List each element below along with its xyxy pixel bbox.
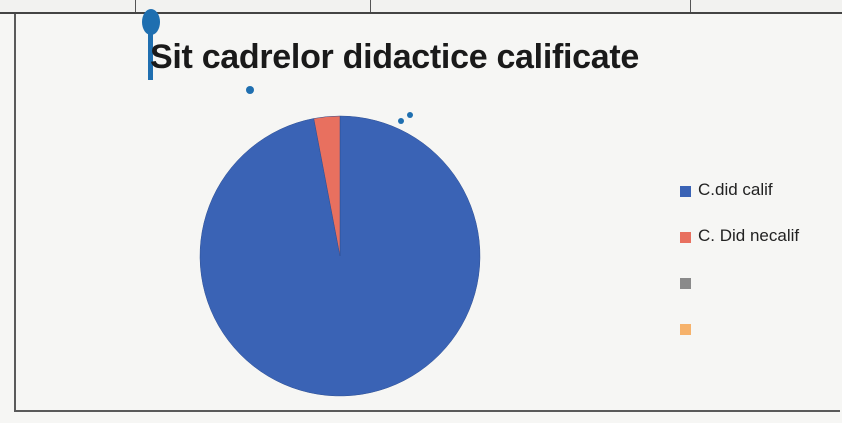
legend-swatch bbox=[680, 278, 691, 289]
chart-title: Sit cadrelor didactice calificate bbox=[150, 38, 639, 76]
ink-dot bbox=[398, 118, 404, 124]
legend-swatch bbox=[680, 186, 691, 197]
ink-blot-marks bbox=[142, 9, 413, 124]
strip-divider bbox=[135, 0, 136, 12]
legend-swatch bbox=[680, 232, 691, 243]
legend-label: C. Did necalif bbox=[698, 226, 800, 245]
strip-divider bbox=[690, 0, 691, 12]
ink-blot bbox=[142, 9, 160, 35]
chart-frame bbox=[14, 14, 840, 412]
pie-slice-1 bbox=[313, 115, 341, 257]
ink-stroke bbox=[148, 30, 153, 80]
strip-divider bbox=[370, 0, 371, 12]
pie-slices bbox=[199, 115, 481, 397]
legend-swatch bbox=[680, 324, 691, 335]
legend-label: C.did calif bbox=[698, 180, 773, 199]
ink-dot bbox=[246, 86, 254, 94]
top-table-strip bbox=[0, 0, 842, 14]
ink-dot bbox=[407, 112, 413, 118]
